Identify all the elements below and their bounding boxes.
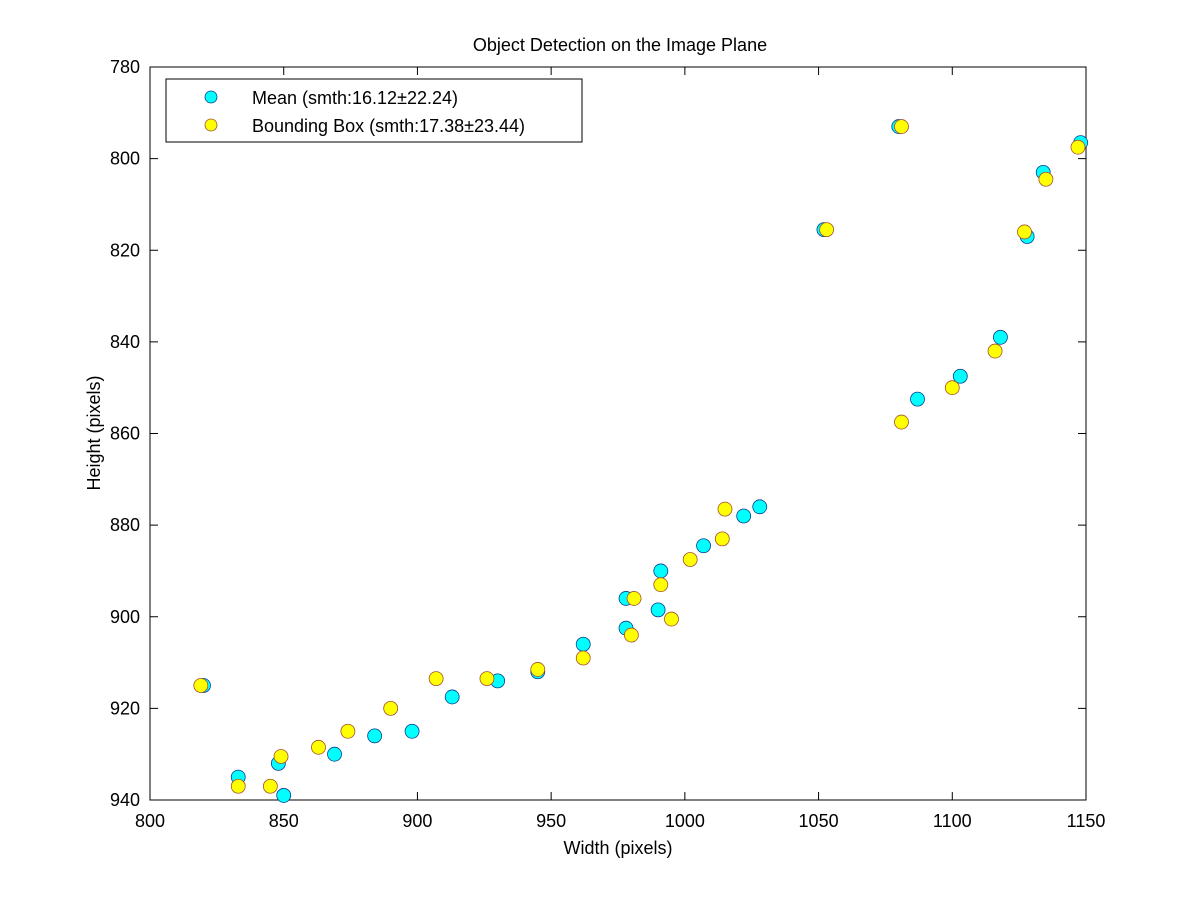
mean-point xyxy=(444,689,460,705)
bounding-box-point xyxy=(894,414,909,430)
mean-point xyxy=(327,746,342,762)
bounding-box-point xyxy=(717,501,733,517)
legend-box xyxy=(165,78,583,143)
mean-point xyxy=(575,636,591,652)
y-tick-label: 880 xyxy=(110,515,140,535)
mean-point xyxy=(276,788,292,803)
bounding-box-point xyxy=(664,611,679,627)
mean-point xyxy=(952,368,968,384)
y-tick-label: 820 xyxy=(110,240,140,260)
bounding-box-point xyxy=(262,778,278,794)
bounding-box-point xyxy=(193,678,209,693)
y-tick-label: 840 xyxy=(110,332,140,352)
x-tick-label: 1000 xyxy=(665,811,705,831)
plot-area xyxy=(149,66,1087,801)
mean-point xyxy=(367,728,383,744)
bounding-box-point xyxy=(311,739,326,755)
y-tick-label: 800 xyxy=(110,149,140,169)
mean-point xyxy=(696,538,711,554)
mean-point xyxy=(650,602,666,618)
bounding-box-point xyxy=(623,627,639,643)
y-tick-label: 860 xyxy=(110,424,140,444)
y-tick-label: 780 xyxy=(110,57,140,77)
y-axis-title: Height (pixels) xyxy=(84,375,104,490)
bounding-box-point xyxy=(714,531,730,547)
x-tick-label: 900 xyxy=(402,811,432,831)
y-axis: 780 800 820 840 860 880 900 920 940 xyxy=(110,57,1086,810)
bounding-box-point xyxy=(987,343,1003,359)
y-tick-label: 940 xyxy=(110,790,140,810)
legend-label-bounding-box: Bounding Box (smth:17.38±23.44) xyxy=(252,116,525,136)
legend-marker-bounding-box xyxy=(204,118,218,132)
bounding-box-point xyxy=(682,552,698,567)
mean-point xyxy=(910,391,925,407)
bounding-box-point xyxy=(428,671,444,686)
x-tick-label: 950 xyxy=(536,811,566,831)
x-tick-label: 1100 xyxy=(933,811,972,831)
bounding-box-point xyxy=(819,222,834,238)
mean-point xyxy=(653,563,669,579)
bounding-box-point xyxy=(1070,139,1086,155)
bounding-box-point xyxy=(1017,224,1032,240)
bounding-box-point xyxy=(340,723,356,739)
x-tick-label: 800 xyxy=(135,811,165,831)
bounding-box-point xyxy=(383,700,399,716)
mean-point xyxy=(736,508,752,524)
bounding-box-point xyxy=(230,778,246,794)
x-tick-label: 1050 xyxy=(799,811,839,831)
legend: Mean (smth:16.12±22.24) Bounding Box (sm… xyxy=(165,78,583,143)
legend-marker-mean xyxy=(204,90,218,104)
x-tick-label: 1150 xyxy=(1067,811,1106,831)
legend-label-mean: Mean (smth:16.12±22.24) xyxy=(252,88,458,108)
x-tick-label: 850 xyxy=(269,811,299,831)
bounding-box-point xyxy=(479,671,495,686)
y-tick-label: 920 xyxy=(110,698,140,718)
bounding-box-point xyxy=(944,380,960,396)
bounding-box-point xyxy=(530,662,546,677)
data-points xyxy=(193,119,1089,803)
mean-point xyxy=(404,723,420,739)
bounding-box-point xyxy=(273,749,289,764)
bounding-box-point xyxy=(1038,171,1054,187)
x-axis: 800 850 900 950 1000 1050 1100 1150 xyxy=(135,67,1105,831)
chart-title: Object Detection on the Image Plane xyxy=(473,35,767,55)
bounding-box-point xyxy=(653,577,669,593)
bounding-box-point xyxy=(575,650,591,666)
bounding-box-point xyxy=(894,119,909,134)
mean-point xyxy=(752,499,768,515)
bounding-box-point xyxy=(626,591,642,606)
y-tick-label: 900 xyxy=(110,607,140,627)
x-axis-title: Width (pixels) xyxy=(563,838,672,858)
mean-point xyxy=(993,329,1008,345)
